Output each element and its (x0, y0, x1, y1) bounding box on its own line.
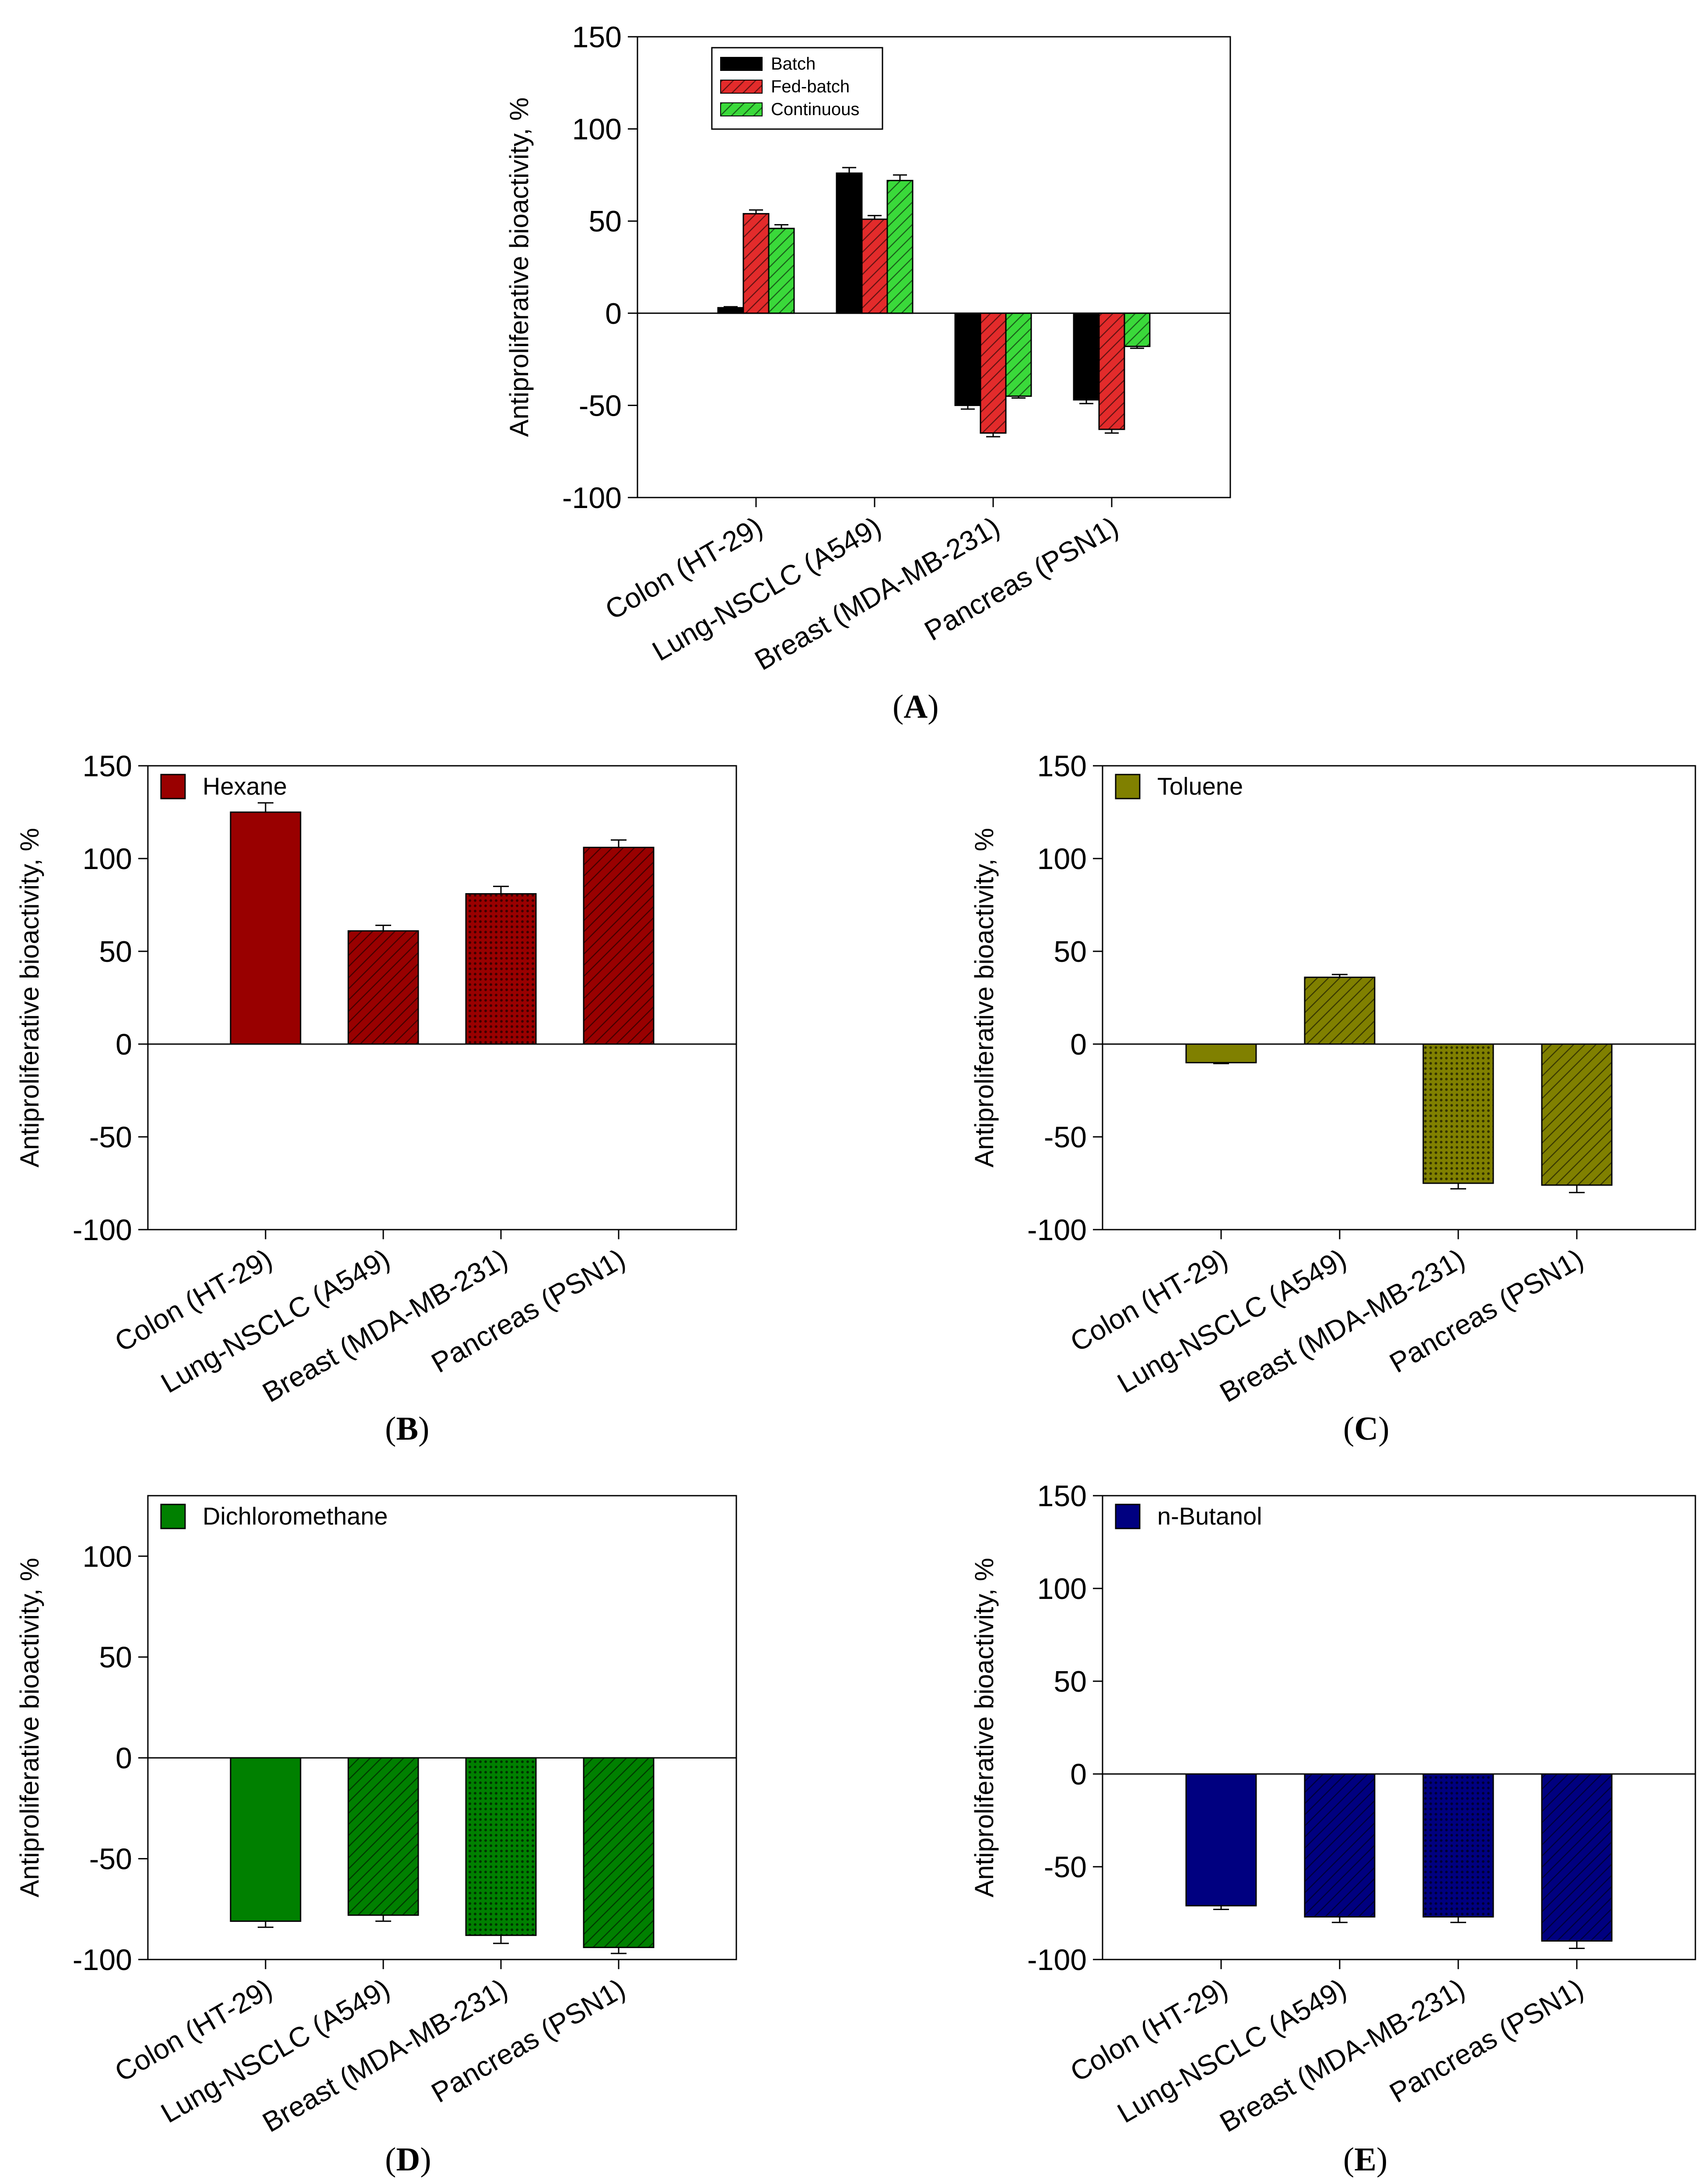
y-tick-label: -50 (89, 1843, 132, 1876)
legend-label: Fed-batch (771, 77, 850, 96)
chart-panel-e: -100 -50 0 50 100 150 Antiproliferative bioact… (970, 1479, 1696, 2178)
y-tick-label: 0 (1070, 1758, 1087, 1791)
y-tick-label: 50 (1054, 1665, 1087, 1698)
y-tick-label: 100 (83, 1540, 132, 1573)
bar-continuous (768, 228, 795, 314)
legend-label: Hexane (203, 772, 287, 800)
bar (465, 1757, 537, 1936)
y-tick-label: 100 (1037, 1572, 1087, 1606)
bar (1185, 1043, 1257, 1063)
bar-continuous (1124, 312, 1151, 347)
y-tick-label: -50 (1044, 1121, 1087, 1154)
plot-frame (637, 36, 1231, 498)
bar (1185, 1773, 1257, 1907)
plot-frame (1102, 765, 1696, 1230)
bar-batch (717, 307, 744, 314)
bar-fed-batch (980, 312, 1007, 434)
y-tick-label: 150 (1037, 1479, 1087, 1513)
y-tick-label: 100 (572, 113, 622, 146)
y-tick-label: 50 (99, 935, 132, 968)
bar-fed-batch (861, 218, 888, 314)
legend-swatch (160, 1504, 186, 1529)
bar-continuous (1005, 312, 1032, 397)
legend-label: n-Butanol (1157, 1502, 1262, 1530)
bar (1422, 1043, 1494, 1184)
y-tick-label: 150 (572, 21, 622, 54)
bar (347, 930, 419, 1045)
y-tick-label: 50 (588, 205, 622, 238)
y-tick-label: 0 (116, 1742, 132, 1775)
bar (230, 1757, 301, 1922)
panel-label: (E) (1343, 2141, 1387, 2178)
y-tick-label: 0 (605, 297, 622, 330)
chart-panel-d: -100 -50 0 50 100 Antiproliferative bioactivi… (15, 1495, 737, 2178)
y-axis-label: Antiproliferative bioactivity, % (504, 98, 534, 437)
y-tick-label: 100 (83, 842, 132, 876)
bar-batch (1073, 312, 1100, 401)
bar (583, 847, 655, 1045)
x-tick-label: Pancreas (PSN1) (1384, 1973, 1589, 2109)
y-tick-label: 50 (1054, 935, 1087, 968)
bar (1422, 1773, 1494, 1918)
plot-frame (147, 765, 737, 1230)
chart-panel-c: -100 -50 0 50 100 150 Antiproliferative bioact… (970, 750, 1696, 1447)
y-tick-label: -50 (1044, 1851, 1087, 1884)
panel-label: (A) (893, 688, 939, 725)
legend-swatch (1115, 1504, 1141, 1529)
bar (230, 811, 301, 1045)
x-tick-label: Pancreas (PSN1) (1384, 1243, 1589, 1379)
legend-swatch (1115, 774, 1141, 799)
bar-fed-batch (742, 213, 770, 314)
bar (347, 1757, 419, 1916)
y-tick-label: 150 (1037, 750, 1087, 783)
panel-label: (B) (385, 1410, 429, 1447)
plot-frame (147, 1495, 737, 1960)
y-tick-label: 150 (83, 750, 132, 783)
bar-batch (836, 172, 863, 314)
x-tick-label: Pancreas (PSN1) (426, 1243, 630, 1379)
bar-fed-batch (1098, 312, 1125, 430)
legend-label: Toluene (1157, 772, 1243, 800)
x-tick-label: Pancreas (PSN1) (919, 511, 1124, 647)
y-axis-label: Antiproliferative bioactivity, % (970, 1558, 999, 1897)
legend-label: Dichloromethane (203, 1502, 388, 1530)
panel-label: (D) (385, 2141, 431, 2178)
y-tick-label: -100 (1027, 1943, 1087, 1977)
y-tick-label: 0 (116, 1028, 132, 1061)
legend-label: Batch (771, 54, 816, 74)
y-tick-label: -100 (1027, 1213, 1087, 1247)
legend-swatch (720, 80, 763, 94)
bar (1304, 1773, 1376, 1918)
bar (465, 893, 537, 1045)
y-axis-label: Antiproliferative bioactivity, % (15, 1558, 44, 1897)
y-tick-label: -100 (562, 481, 622, 515)
bar (1541, 1043, 1613, 1186)
y-tick-label: -100 (73, 1943, 132, 1977)
plot-frame (1102, 1495, 1696, 1960)
legend-swatch (720, 57, 763, 71)
legend-swatch (720, 102, 763, 116)
y-axis-label: Antiproliferative bioactivity, % (15, 828, 44, 1167)
y-axis-label: Antiproliferative bioactivity, % (970, 828, 999, 1167)
chart-panel-a: -100 -50 0 50 100 150 Antiproliferative bioact… (504, 21, 1231, 725)
x-tick-label: Pancreas (PSN1) (426, 1973, 630, 2109)
bar (1304, 976, 1376, 1045)
y-tick-label: -50 (89, 1121, 132, 1154)
y-tick-label: -50 (579, 389, 622, 422)
y-tick-label: 0 (1070, 1028, 1087, 1061)
bar-batch (954, 312, 981, 406)
y-tick-label: -100 (73, 1213, 132, 1247)
bar (583, 1757, 655, 1948)
legend-label: Continuous (771, 100, 859, 119)
panel-label: (C) (1343, 1410, 1390, 1447)
bar (1541, 1773, 1613, 1942)
bar-continuous (886, 180, 914, 314)
chart-panel-b: -100 -50 0 50 100 150 Antiproliferative bioact… (15, 750, 737, 1447)
y-tick-label: 50 (99, 1641, 132, 1674)
y-tick-label: 100 (1037, 842, 1087, 876)
legend-swatch (160, 774, 186, 799)
